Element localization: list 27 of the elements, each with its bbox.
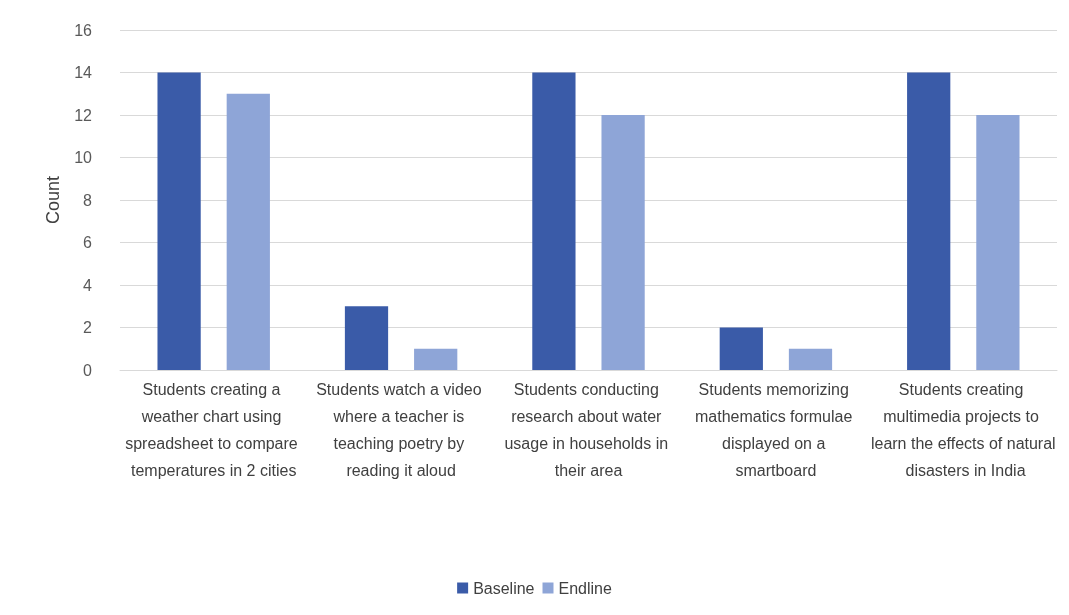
legend-label: Baseline bbox=[473, 579, 535, 597]
y-tick-label: 6 bbox=[83, 234, 93, 251]
y-tick-label: 16 bbox=[74, 21, 93, 39]
bar bbox=[907, 72, 951, 370]
y-tick-label: 14 bbox=[74, 64, 93, 81]
y-tick-label: 12 bbox=[74, 106, 93, 124]
x-tick-label: Students watch a video where a teacher is teaching poetry by reading it aloud bbox=[316, 381, 487, 479]
bar bbox=[601, 115, 645, 370]
legend-label: Endline bbox=[558, 579, 612, 597]
bar bbox=[976, 115, 1020, 370]
y-tick-label: 4 bbox=[83, 276, 93, 294]
y-tick-label: 2 bbox=[83, 319, 93, 336]
y-tick-label: 8 bbox=[83, 191, 93, 209]
x-tick-label: Students creating multimedia projects to learn the effects of natural disasters in India bbox=[870, 381, 1056, 479]
bar bbox=[719, 327, 763, 370]
bar bbox=[157, 72, 201, 370]
x-tick-label: Students conducting research about water usage in households in their area bbox=[504, 381, 673, 479]
y-tick-label: 10 bbox=[74, 149, 93, 166]
bar bbox=[344, 306, 389, 370]
bar bbox=[414, 348, 458, 370]
y-tick-label: 0 bbox=[83, 361, 93, 379]
bar bbox=[226, 93, 270, 370]
bar bbox=[532, 72, 576, 370]
x-tick-label: Students creating a weather chart using spreadsheet to compare temperatures in 2 cities bbox=[125, 381, 303, 479]
y-axis-title: Count bbox=[43, 175, 63, 225]
x-tick-label: Students memorizing mathematics formulae displayed on a smartboard bbox=[694, 381, 857, 479]
bar bbox=[788, 348, 833, 370]
